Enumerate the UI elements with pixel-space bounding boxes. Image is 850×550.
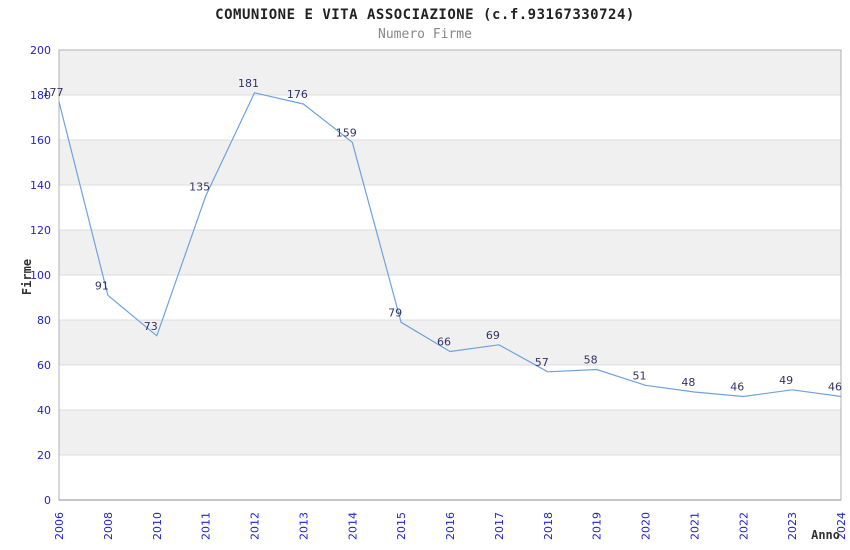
data-point-label: 46 — [828, 381, 842, 394]
data-point-label: 73 — [144, 320, 158, 333]
data-point-label: 181 — [238, 77, 259, 90]
plot-band — [59, 185, 841, 230]
x-tick-label: 2017 — [493, 512, 506, 540]
x-tick-label: 2006 — [53, 512, 66, 540]
chart-subtitle: Numero Firme — [378, 27, 472, 42]
chart-title: COMUNIONE E VITA ASSOCIAZIONE (c.f.93167… — [215, 7, 635, 23]
x-tick-label: 2022 — [737, 512, 750, 540]
x-tick-label: 2018 — [542, 512, 555, 540]
data-point-label: 58 — [584, 354, 598, 367]
y-tick-label: 40 — [37, 404, 51, 417]
y-tick-label: 60 — [37, 359, 51, 372]
x-axis-title: Anno — [811, 528, 840, 542]
y-tick-label: 0 — [44, 494, 51, 507]
data-point-label: 48 — [681, 376, 695, 389]
plot-band — [59, 320, 841, 365]
x-tick-label: 2014 — [346, 512, 359, 540]
data-point-label: 69 — [486, 329, 500, 342]
plot-band — [59, 140, 841, 185]
x-tick-label: 2023 — [786, 512, 799, 540]
x-tick-label: 2013 — [297, 512, 310, 540]
data-point-label: 91 — [95, 279, 109, 292]
x-tick-label: 2016 — [444, 512, 457, 540]
data-point-label: 51 — [633, 369, 647, 382]
plot-band — [59, 275, 841, 320]
x-tick-label: 2019 — [591, 512, 604, 540]
data-point-label: 49 — [779, 374, 793, 387]
data-line — [58, 92, 842, 398]
x-tick-label: 2010 — [151, 512, 164, 540]
y-tick-label: 120 — [30, 224, 51, 237]
data-point-label: 46 — [730, 381, 744, 394]
x-tick-label: 2015 — [395, 512, 408, 540]
plot-band — [59, 455, 841, 500]
data-point-label: 177 — [43, 86, 64, 99]
x-tick-label: 2024 — [835, 512, 848, 540]
plot-band — [59, 365, 841, 410]
data-point-label: 135 — [189, 180, 210, 193]
plot-band — [59, 230, 841, 275]
y-tick-label: 80 — [37, 314, 51, 327]
plot-band — [59, 95, 841, 140]
data-point-label: 159 — [336, 126, 357, 139]
y-tick-label: 100 — [30, 269, 51, 282]
x-tick-label: 2012 — [249, 512, 262, 540]
x-tick-label: 2021 — [688, 512, 701, 540]
x-tick-label: 2008 — [102, 512, 115, 540]
plot-band — [59, 50, 841, 95]
data-point-label: 66 — [437, 336, 451, 349]
plot-band — [59, 410, 841, 455]
x-tick-label: 2020 — [640, 512, 653, 540]
data-point-label: 176 — [287, 88, 308, 101]
x-tick-label: 2011 — [200, 512, 213, 540]
data-point-label: 79 — [388, 306, 402, 319]
y-tick-label: 160 — [30, 134, 51, 147]
y-tick-label: 180 — [30, 89, 51, 102]
y-tick-label: 140 — [30, 179, 51, 192]
y-tick-label: 200 — [30, 44, 51, 57]
data-point-label: 57 — [535, 356, 549, 369]
y-tick-label: 20 — [37, 449, 51, 462]
